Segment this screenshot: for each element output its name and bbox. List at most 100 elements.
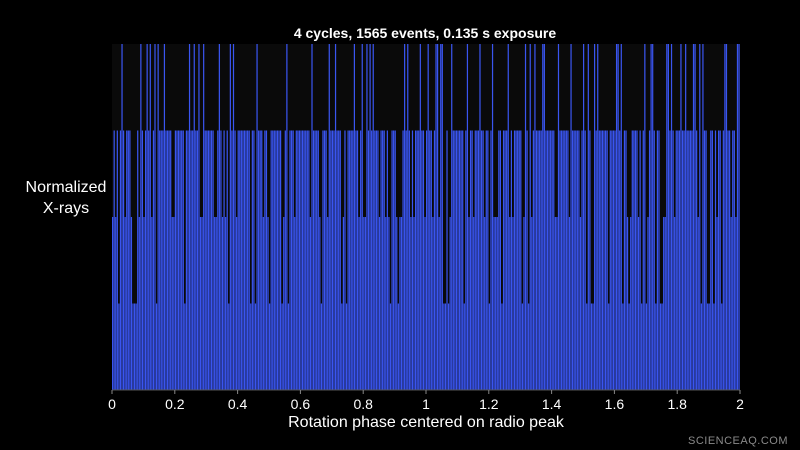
bar bbox=[272, 130, 274, 390]
bar bbox=[382, 130, 384, 390]
bar bbox=[342, 217, 345, 390]
bar bbox=[372, 44, 374, 390]
bar bbox=[283, 217, 285, 390]
bar bbox=[634, 130, 637, 390]
bar bbox=[132, 303, 134, 390]
bar bbox=[545, 130, 547, 390]
bar bbox=[275, 130, 277, 390]
bar bbox=[564, 130, 566, 390]
bar bbox=[659, 303, 662, 390]
bar bbox=[733, 130, 735, 390]
bar bbox=[424, 217, 426, 390]
bar bbox=[598, 130, 600, 390]
bar bbox=[727, 130, 729, 390]
y-axis-label-line-1: Normalized bbox=[26, 179, 107, 196]
bar bbox=[446, 130, 448, 390]
bar bbox=[597, 44, 599, 390]
bar bbox=[264, 130, 266, 390]
bar bbox=[557, 44, 560, 390]
bar bbox=[427, 44, 429, 390]
bar bbox=[181, 130, 183, 390]
bar bbox=[350, 130, 352, 390]
bar bbox=[311, 44, 313, 390]
bar bbox=[298, 130, 301, 390]
bar bbox=[642, 130, 644, 390]
bar bbox=[115, 217, 117, 390]
bar bbox=[195, 130, 197, 390]
bar bbox=[391, 130, 393, 390]
bar bbox=[670, 44, 673, 390]
bar bbox=[691, 130, 693, 390]
bar bbox=[418, 130, 420, 390]
bar bbox=[515, 130, 517, 390]
bar bbox=[710, 130, 712, 390]
bar bbox=[330, 130, 332, 390]
bar bbox=[540, 130, 542, 390]
bar bbox=[590, 303, 593, 390]
bar bbox=[422, 130, 425, 390]
bar bbox=[484, 217, 486, 390]
bar bbox=[619, 130, 621, 390]
bar bbox=[713, 303, 715, 390]
bar bbox=[601, 130, 604, 390]
bar bbox=[565, 130, 567, 390]
bar bbox=[447, 303, 450, 390]
bar bbox=[207, 130, 209, 390]
bar bbox=[419, 44, 421, 390]
bar bbox=[367, 130, 370, 390]
x-tick-label: 0.8 bbox=[353, 396, 373, 412]
bar bbox=[725, 44, 728, 390]
bar bbox=[328, 44, 330, 390]
bar bbox=[221, 217, 224, 390]
bar bbox=[517, 130, 519, 390]
bar bbox=[433, 130, 436, 390]
bar bbox=[576, 130, 578, 390]
bar bbox=[641, 303, 643, 390]
bar bbox=[666, 44, 668, 390]
bar bbox=[267, 217, 269, 390]
bar bbox=[498, 130, 500, 390]
bar bbox=[528, 303, 530, 390]
bar bbox=[531, 217, 533, 390]
x-tick-label: 1.8 bbox=[667, 396, 687, 412]
x-tick-label: 0 bbox=[108, 396, 116, 412]
bar bbox=[135, 303, 137, 390]
bar bbox=[226, 130, 228, 390]
bar bbox=[699, 44, 701, 390]
bar bbox=[471, 130, 473, 390]
bar bbox=[118, 303, 120, 390]
bar bbox=[595, 130, 597, 390]
bar bbox=[502, 130, 505, 390]
bar bbox=[507, 44, 509, 390]
bar bbox=[388, 217, 390, 390]
bar bbox=[523, 217, 525, 390]
bar bbox=[469, 130, 472, 390]
bar bbox=[562, 130, 564, 390]
bar bbox=[198, 44, 200, 390]
bar bbox=[543, 44, 545, 390]
bar bbox=[199, 217, 202, 390]
bar bbox=[165, 130, 167, 390]
bar bbox=[261, 130, 263, 390]
x-tick-label: 1.6 bbox=[605, 396, 625, 412]
bar bbox=[655, 303, 657, 390]
bar bbox=[620, 44, 622, 390]
bar bbox=[512, 217, 514, 390]
bar bbox=[338, 130, 340, 390]
bar bbox=[663, 217, 665, 390]
bar bbox=[581, 130, 583, 390]
bar bbox=[692, 44, 695, 390]
bar bbox=[155, 303, 158, 390]
bar bbox=[546, 130, 549, 390]
bar bbox=[586, 303, 588, 390]
bar bbox=[149, 44, 151, 390]
bar bbox=[411, 130, 414, 390]
bars-group bbox=[112, 44, 740, 390]
bar bbox=[212, 130, 214, 390]
bar bbox=[454, 130, 456, 390]
bar bbox=[159, 130, 161, 390]
bar bbox=[707, 303, 709, 390]
bar bbox=[405, 130, 407, 390]
bar bbox=[703, 130, 706, 390]
bar bbox=[363, 217, 365, 390]
